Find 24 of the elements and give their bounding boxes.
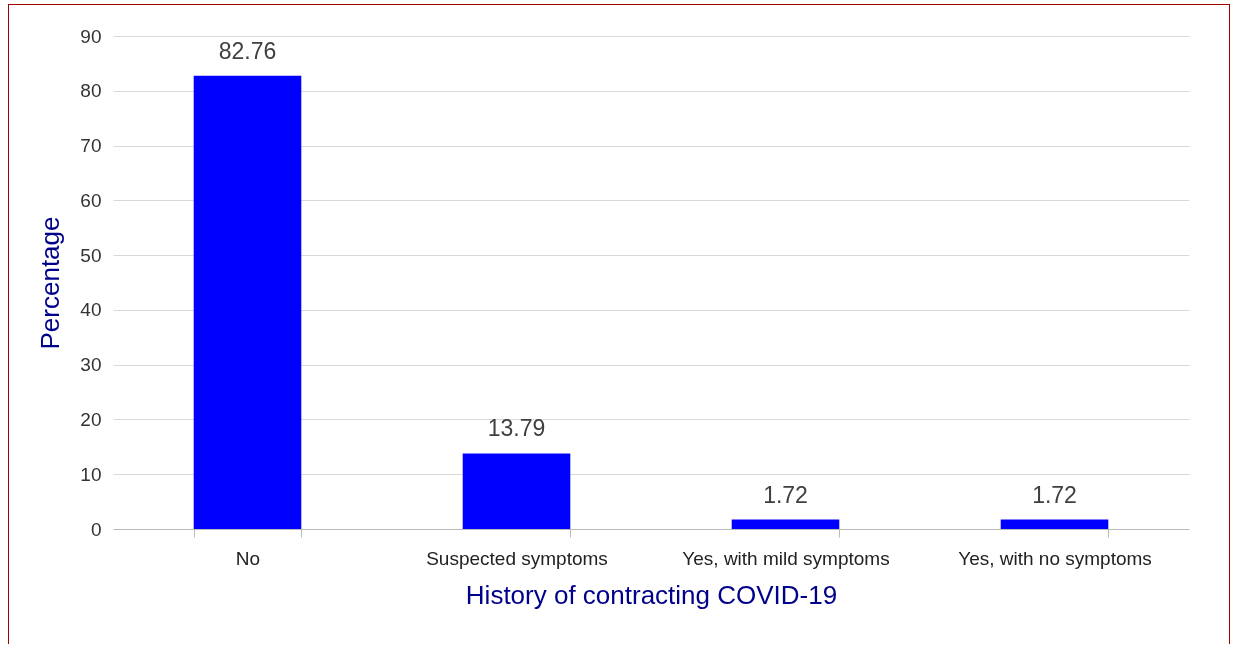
bar [1000, 519, 1109, 529]
x-tick-label: Yes, with no symptoms [958, 547, 1152, 569]
data-label: 13.79 [487, 415, 546, 442]
y-tick-label: 20 [80, 408, 102, 430]
x-axis-title: History of contracting COVID-19 [465, 579, 838, 610]
y-axis-title: Percentage [35, 216, 66, 350]
y-tick-label: 70 [80, 135, 102, 157]
data-label: 1.72 [763, 481, 808, 508]
x-tick-label: No [235, 547, 261, 569]
y-tick-label: 30 [80, 354, 102, 376]
y-tick-label: 40 [80, 299, 102, 321]
bar [193, 75, 302, 529]
bar [731, 519, 840, 529]
x-tick-label: Yes, with mild symptoms [682, 547, 890, 569]
y-tick-label: 0 [90, 518, 102, 540]
x-tick-label: Suspected symptoms [426, 547, 608, 569]
bar [462, 453, 571, 529]
y-tick-label: 50 [80, 244, 102, 266]
y-tick-label: 80 [80, 80, 102, 102]
y-tick-label: 60 [80, 189, 102, 211]
y-tick-label: 90 [80, 25, 102, 47]
data-label: 82.76 [218, 37, 277, 64]
y-tick-label: 10 [80, 463, 102, 485]
data-label: 1.72 [1032, 481, 1077, 508]
